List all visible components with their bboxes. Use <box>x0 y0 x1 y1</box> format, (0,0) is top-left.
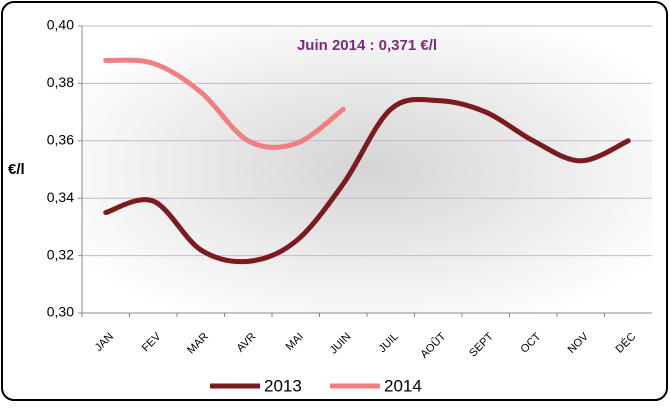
y-tick-label: 0,34 <box>47 189 74 205</box>
y-tick-label: 0,36 <box>47 132 74 148</box>
legend-label: 2014 <box>384 376 422 395</box>
series-line <box>103 57 346 150</box>
y-tick-label: 0,38 <box>47 74 74 90</box>
y-tick-label: 0,30 <box>47 304 74 320</box>
legend-label: 2013 <box>264 376 302 395</box>
y-tick-label: 0,40 <box>47 17 74 33</box>
y-tick-label: 0,32 <box>47 246 74 262</box>
annotation: Juin 2014 : 0,371 €/l <box>297 37 437 54</box>
series-line <box>103 96 631 265</box>
y-axis-label: €/l <box>8 161 25 178</box>
